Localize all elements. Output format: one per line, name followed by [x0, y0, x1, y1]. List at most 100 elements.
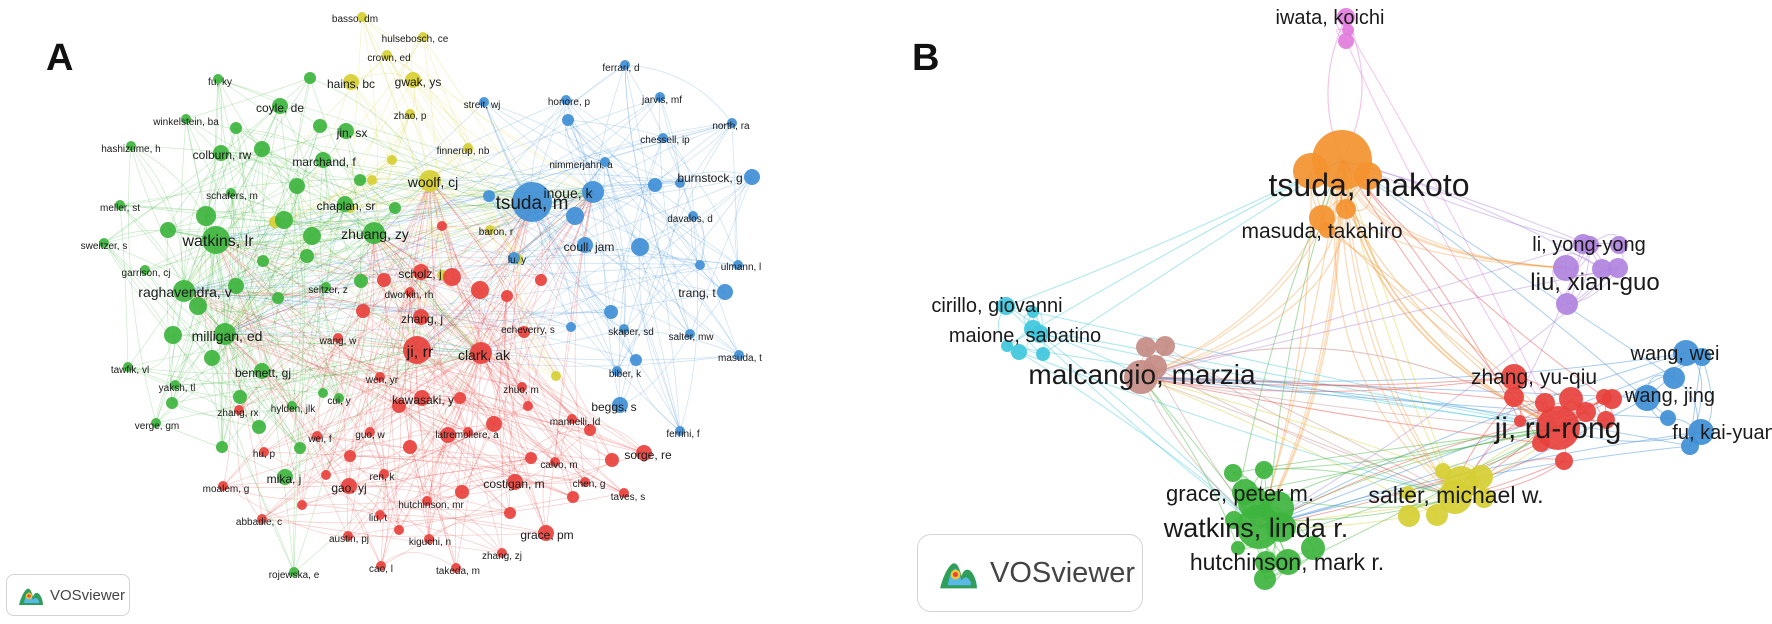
link-edge	[103, 242, 340, 399]
node-unlabeled	[1573, 234, 1593, 254]
link-edge	[325, 232, 375, 476]
link-edge	[263, 451, 532, 459]
node-unlabeled	[1338, 33, 1354, 49]
link-edge	[224, 333, 625, 494]
node-label-ji-rr: ji, rr	[406, 344, 434, 361]
node-dworkin-rh	[405, 287, 415, 297]
link-edge	[1258, 352, 1687, 528]
link-edge	[167, 229, 375, 236]
link-edge	[499, 295, 511, 514]
link-edge	[428, 180, 435, 540]
link-edge	[409, 349, 428, 502]
link-edge	[316, 435, 574, 498]
node-unlabeled	[294, 442, 306, 454]
link-edge	[584, 244, 739, 266]
link-edge	[183, 290, 423, 399]
node-unlabeled	[630, 354, 642, 366]
link-edge	[119, 204, 375, 234]
link-edge	[197, 232, 375, 307]
link-edge	[416, 349, 740, 367]
node-verge-gm	[151, 418, 161, 428]
link-edge	[416, 311, 612, 351]
node-hulsebosch-ce	[418, 32, 428, 42]
link-edge	[348, 376, 381, 487]
node-unlabeled	[1610, 236, 1628, 254]
link-edge	[103, 242, 301, 449]
link-edge	[654, 171, 753, 186]
link-edge	[1140, 159, 1343, 378]
link-edge	[420, 271, 529, 407]
link-edge	[1140, 376, 1559, 429]
panel-b-labels: iwata, koichi tsuda, makoto masuda, takahi…	[931, 7, 1772, 575]
node-basso-dm	[357, 12, 367, 22]
link-edge	[362, 201, 533, 312]
node-label-masuda-takahiro: masuda, takahiro	[1241, 220, 1402, 243]
link-edge	[480, 352, 516, 483]
node-label-verge-gm: verge, gm	[135, 421, 179, 432]
link-edge	[416, 349, 457, 569]
node-label-taves-s: taves, s	[611, 492, 645, 503]
link-edge	[224, 101, 485, 335]
link-edge	[350, 81, 557, 377]
link-edge	[119, 178, 431, 206]
link-edge	[373, 232, 422, 318]
link-edge	[316, 191, 594, 437]
link-edge	[583, 244, 625, 330]
link-edge	[1233, 159, 1343, 521]
node-label-cirillo-giovanni: cirillo, giovanni	[931, 295, 1062, 317]
link-edge	[373, 232, 591, 431]
link-edge	[155, 232, 375, 424]
node-unlabeled	[605, 453, 619, 467]
node-label-grace-pm: grace, pm	[520, 528, 573, 542]
link-edge	[416, 191, 594, 351]
link-edge	[197, 305, 418, 351]
node-latremoliere-a	[463, 427, 473, 437]
link-edge	[379, 201, 533, 516]
link-edge	[180, 118, 187, 292]
link-edge	[220, 152, 396, 209]
link-edge	[604, 161, 691, 335]
link-edge	[416, 264, 701, 351]
link-edge	[429, 180, 451, 276]
link-edge	[338, 352, 482, 399]
link-edge	[379, 376, 511, 514]
node-label-sweitzer-s: sweitzer, s	[81, 241, 128, 252]
link-edge	[1258, 159, 1343, 528]
link-edge	[513, 161, 606, 259]
node-label-rojewska-e: rojewska, e	[269, 570, 320, 581]
link-edge	[1154, 366, 1456, 498]
link-edge	[1263, 427, 1559, 471]
node-hutchinson-mr	[422, 496, 432, 506]
link-edge	[215, 232, 375, 242]
node-label-finnerup-nb: finnerup, nb	[437, 146, 490, 157]
link-edge	[316, 180, 431, 437]
link-edge	[235, 127, 361, 181]
node-unlabeled	[1504, 387, 1524, 407]
link-edge	[301, 180, 431, 506]
link-edge	[183, 290, 612, 313]
link-edge	[480, 352, 613, 461]
link-edge	[361, 16, 443, 276]
link-edge	[1345, 208, 1559, 429]
link-edge	[373, 232, 573, 420]
link-edge	[531, 176, 753, 203]
link-edge	[301, 452, 645, 506]
link-edge	[416, 349, 556, 463]
link-edge	[362, 310, 525, 333]
node-unlabeled	[354, 174, 366, 186]
link-edge	[567, 119, 739, 266]
link-edge	[130, 145, 217, 241]
link-edge	[103, 242, 295, 573]
link-edge	[638, 246, 681, 432]
link-edge	[1145, 346, 1456, 498]
link-edge	[373, 147, 469, 234]
node-finnerup-nb	[463, 143, 473, 153]
node-unlabeled	[204, 350, 220, 366]
link-edge	[215, 239, 385, 475]
node-unlabeled	[300, 249, 314, 263]
link-edge	[623, 328, 740, 356]
node-label-tsuda-makoto: tsuda, makoto	[1269, 167, 1470, 203]
link-edge	[144, 269, 340, 399]
link-edge	[488, 122, 733, 197]
link-edge	[217, 78, 340, 399]
